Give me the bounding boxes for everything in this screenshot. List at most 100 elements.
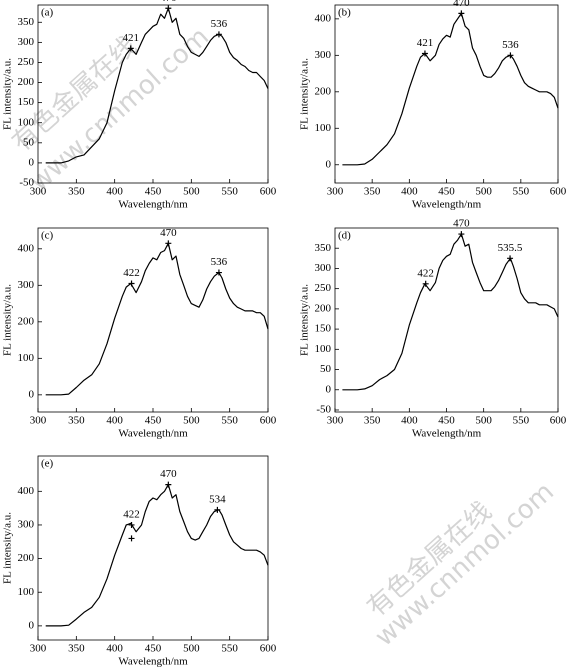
peak-label: 536 — [211, 18, 228, 30]
x-tick-label: 500 — [183, 415, 200, 427]
peak-marker — [507, 255, 514, 262]
x-tick-label: 550 — [221, 186, 238, 198]
spectrum-line — [45, 484, 269, 627]
x-axis-label: Wavelength/nm — [118, 428, 188, 440]
x-tick-label: 450 — [145, 415, 162, 427]
x-tick-label: 350 — [68, 415, 85, 427]
x-tick-label: 500 — [183, 643, 200, 655]
y-tick-label: 400 — [315, 12, 332, 24]
y-tick-label: 200 — [315, 302, 332, 314]
peak-marker — [507, 52, 514, 59]
x-tick-label: 350 — [68, 643, 85, 655]
y-tick-label: 0 — [326, 158, 332, 170]
x-tick-label: 400 — [106, 415, 123, 427]
x-tick-label: 450 — [145, 643, 162, 655]
panel-label: (c) — [41, 230, 54, 242]
y-tick-label: 50 — [320, 363, 332, 375]
y-tick-label: 200 — [18, 552, 35, 564]
y-tick-label: 0 — [29, 156, 35, 168]
y-tick-label: 400 — [18, 485, 35, 497]
peak-marker — [128, 280, 135, 287]
peak-marker — [458, 10, 465, 17]
x-tick-label: 550 — [221, 415, 238, 427]
x-tick-label: 600 — [550, 415, 567, 427]
spectrum-line — [342, 12, 559, 166]
x-tick-label: 400 — [106, 186, 123, 198]
peak-label: 422 — [417, 267, 434, 279]
panel: 300 350 400 450 500 550 6000100200300400Wavele… — [2, 455, 277, 668]
x-tick-label: 450 — [438, 415, 455, 427]
peak-marker — [215, 31, 222, 38]
panel: 300 350 400 450 500 550 6000100200300400Wavele… — [299, 0, 567, 211]
x-tick-label: 400 — [401, 415, 418, 427]
peak-label: 536 — [502, 39, 519, 51]
y-tick-label: 100 — [315, 122, 332, 134]
x-tick-label: 550 — [513, 415, 530, 427]
y-axis-label: FL intensity/a.u. — [299, 58, 311, 130]
y-tick-label: 0 — [326, 383, 332, 395]
panel-label: (b) — [338, 7, 351, 19]
x-tick-label: 300 — [30, 415, 47, 427]
x-tick-label: 600 — [260, 186, 277, 198]
y-tick-label: 200 — [18, 76, 35, 88]
peak-label: 535.5 — [498, 242, 523, 254]
plot-frame — [334, 4, 559, 184]
x-tick-label: 500 — [475, 186, 492, 198]
x-tick-label: 300 — [30, 186, 47, 198]
panel-label: (d) — [338, 230, 351, 242]
y-tick-label: 100 — [18, 586, 35, 598]
y-axis-label: FL intensity/a.u. — [2, 512, 14, 584]
x-axis-label: Wavelength/nm — [118, 656, 188, 668]
x-tick-label: 300 — [327, 415, 344, 427]
y-tick-label: 0 — [29, 619, 35, 631]
peak-label: 534 — [209, 493, 226, 505]
y-tick-label: -50 — [19, 177, 34, 189]
peak-marker — [422, 280, 429, 287]
plot-frame — [334, 227, 559, 413]
panel: 300 350 400 450 500 550 600 -50 0 50 100 150 200 250 3… — [2, 0, 277, 211]
peak-marker — [128, 535, 135, 542]
peak-label: 470 — [453, 0, 470, 9]
peak-label: 470 — [160, 227, 177, 239]
panel: 300 350 400 450 500 550 600 -50 0 50 100 150 200 250 3… — [299, 218, 567, 440]
y-tick-label: 100 — [18, 116, 35, 128]
y-tick-label: 0 — [29, 388, 35, 400]
spectrum-line — [45, 7, 269, 164]
y-axis-label: FL intensity/a.u. — [299, 284, 311, 356]
x-tick-label: 350 — [364, 186, 381, 198]
peak-label: 421 — [123, 32, 140, 44]
y-tick-label: 100 — [315, 343, 332, 355]
y-tick-label: 350 — [18, 16, 35, 28]
peak-label: 422 — [123, 508, 140, 520]
panel-label: (a) — [41, 7, 54, 19]
x-tick-label: 600 — [260, 643, 277, 655]
peak-marker — [127, 45, 134, 52]
y-tick-label: 250 — [18, 56, 35, 68]
y-tick-label: 350 — [315, 242, 332, 254]
x-tick-label: 400 — [401, 186, 418, 198]
peak-label: 536 — [211, 256, 228, 268]
x-tick-label: 400 — [106, 643, 123, 655]
y-tick-label: 300 — [315, 262, 332, 274]
x-tick-label: 600 — [550, 186, 567, 198]
x-tick-label: 300 — [30, 643, 47, 655]
x-tick-label: 450 — [438, 186, 455, 198]
y-tick-label: 100 — [18, 352, 35, 364]
peak-label: 422 — [123, 267, 140, 279]
watermark: www.cnnmol.com — [369, 477, 559, 653]
y-tick-label: 200 — [18, 315, 35, 327]
plot-frame — [37, 227, 269, 413]
peak-marker — [458, 231, 465, 238]
x-tick-label: 550 — [221, 643, 238, 655]
peak-marker — [165, 5, 172, 12]
y-tick-label: 400 — [18, 242, 35, 254]
y-tick-label: 300 — [315, 49, 332, 61]
peak-marker — [214, 506, 221, 513]
peak-marker — [165, 481, 172, 488]
y-tick-label: -50 — [316, 404, 331, 416]
y-tick-label: 50 — [23, 136, 35, 148]
peak-label: 470 — [160, 0, 177, 4]
